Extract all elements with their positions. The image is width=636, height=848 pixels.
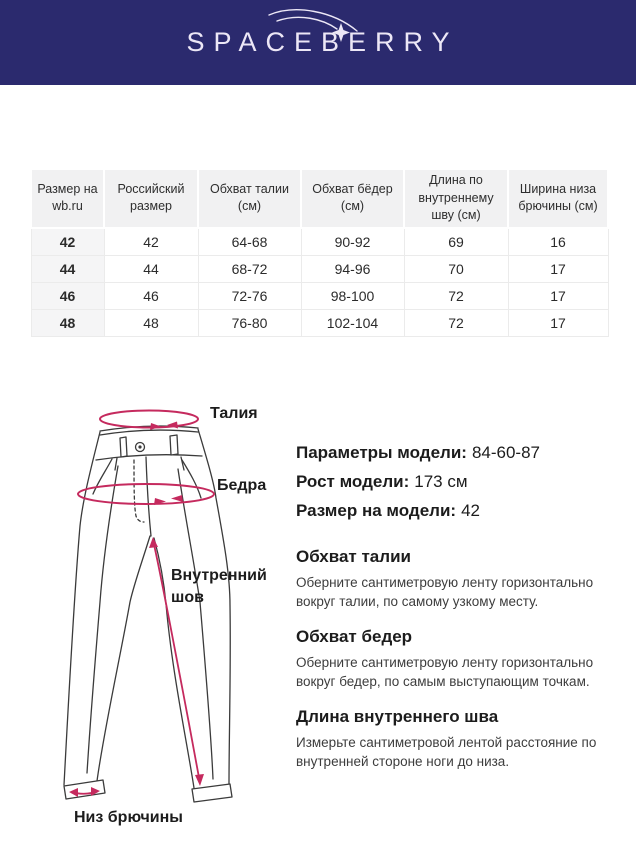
cell-inseam: 69: [403, 227, 509, 256]
guide-inseam-text: Измерьте сантиметровой лентой расстояние…: [296, 735, 597, 769]
table-header-row: Размер на wb.ru Российский размер Обхват…: [30, 168, 609, 229]
cell-ru-size: 44: [103, 254, 199, 283]
cell-hem-width: 17: [507, 254, 609, 283]
cell-waist: 64-68: [197, 227, 302, 256]
model-params-line: Параметры модели: 84-60-87: [296, 438, 614, 467]
shooting-star-icon: [268, 9, 359, 42]
waist-ellipse: [99, 409, 199, 429]
col-header-hem-width: Ширина низа брючины (см): [507, 168, 609, 229]
measure-marks: [70, 409, 215, 795]
col-header-hips: Обхват бёдер (см): [300, 168, 405, 229]
hips-label: Бедра: [217, 477, 267, 494]
cell-size: 44: [30, 254, 105, 283]
cell-waist: 76-80: [197, 308, 302, 337]
col-header-wb-size: Размер на wb.ru: [30, 168, 105, 229]
brand-logo: SPACEBERRY: [177, 9, 459, 58]
cell-hem-width: 16: [507, 227, 609, 256]
trousers-measure-diagram: Талия Бедра Внутренний шов Низ брючины: [30, 390, 280, 838]
star-glyph: [332, 23, 351, 42]
table-row: 44 44 68-72 94-96 70 17: [30, 254, 609, 283]
table-row: 42 42 64-68 90-92 69 16: [30, 227, 609, 256]
size-table: Размер на wb.ru Российский размер Обхват…: [30, 168, 609, 337]
guide-waist-title: Обхват талии: [296, 547, 411, 566]
cell-size: 42: [30, 227, 105, 256]
model-params-label: Параметры модели:: [296, 443, 467, 462]
inner-seam-label: Внутренний шов: [171, 567, 267, 606]
hips-ellipse: [77, 483, 215, 505]
measuring-guide: Обхват талии Оберните сантиметровую лент…: [296, 547, 614, 771]
guide-hips-text: Оберните сантиметровую ленту горизонталь…: [296, 655, 594, 689]
model-size-line: Размер на модели: 42: [296, 496, 614, 525]
cell-inseam: 72: [403, 308, 509, 337]
brand-name: SPACEBERRY: [186, 27, 459, 57]
cell-size: 46: [30, 281, 105, 310]
guide-hips-title: Обхват бедер: [296, 627, 413, 646]
model-params-value: 84-60-87: [471, 443, 541, 462]
col-header-ru-size: Российский размер: [103, 168, 199, 229]
hem-label: Низ брючины: [74, 809, 183, 826]
table-row: 46 46 72-76 98-100 72 17: [30, 281, 609, 310]
cell-waist: 72-76: [197, 281, 302, 310]
guide-waist-text: Оберните сантиметровую ленту горизонталь…: [296, 575, 594, 609]
cell-waist: 68-72: [197, 254, 302, 283]
size-table-header: Размер на wb.ru Российский размер Обхват…: [30, 168, 609, 229]
col-header-inseam: Длина по внутреннему шву (см): [403, 168, 509, 229]
model-size-value: 42: [461, 501, 480, 520]
cell-hips: 98-100: [300, 281, 405, 310]
cell-hem-width: 17: [507, 281, 609, 310]
model-height-label: Рост модели:: [296, 472, 410, 491]
model-size-label: Размер на модели:: [296, 501, 457, 520]
cell-ru-size: 48: [103, 308, 199, 337]
cell-hips: 102-104: [300, 308, 405, 337]
cell-ru-size: 42: [103, 227, 199, 256]
cell-hem-width: 17: [507, 308, 609, 337]
info-column: Параметры модели: 84-60-87 Рост модели: 17…: [296, 438, 614, 771]
cell-hips: 90-92: [300, 227, 405, 256]
cell-size: 48: [30, 308, 105, 337]
trousers-line-art: [63, 409, 233, 803]
cell-hips: 94-96: [300, 254, 405, 283]
cell-inseam: 70: [403, 254, 509, 283]
size-table-body: 42 42 64-68 90-92 69 16 44 44 68-72 94-9…: [30, 227, 609, 337]
table-row: 48 48 76-80 102-104 72 17: [30, 308, 609, 337]
model-height-value: 173 см: [414, 472, 468, 491]
col-header-waist: Обхват талии (см): [197, 168, 302, 229]
waist-label: Талия: [210, 405, 258, 422]
inner-seam-line: [152, 539, 201, 784]
guide-inseam-title: Длина внутреннего шва: [296, 707, 499, 726]
model-height-line: Рост модели: 173 см: [296, 467, 614, 496]
cell-ru-size: 46: [103, 281, 199, 310]
cell-inseam: 72: [403, 281, 509, 310]
brand-header: SPACEBERRY: [0, 0, 636, 85]
